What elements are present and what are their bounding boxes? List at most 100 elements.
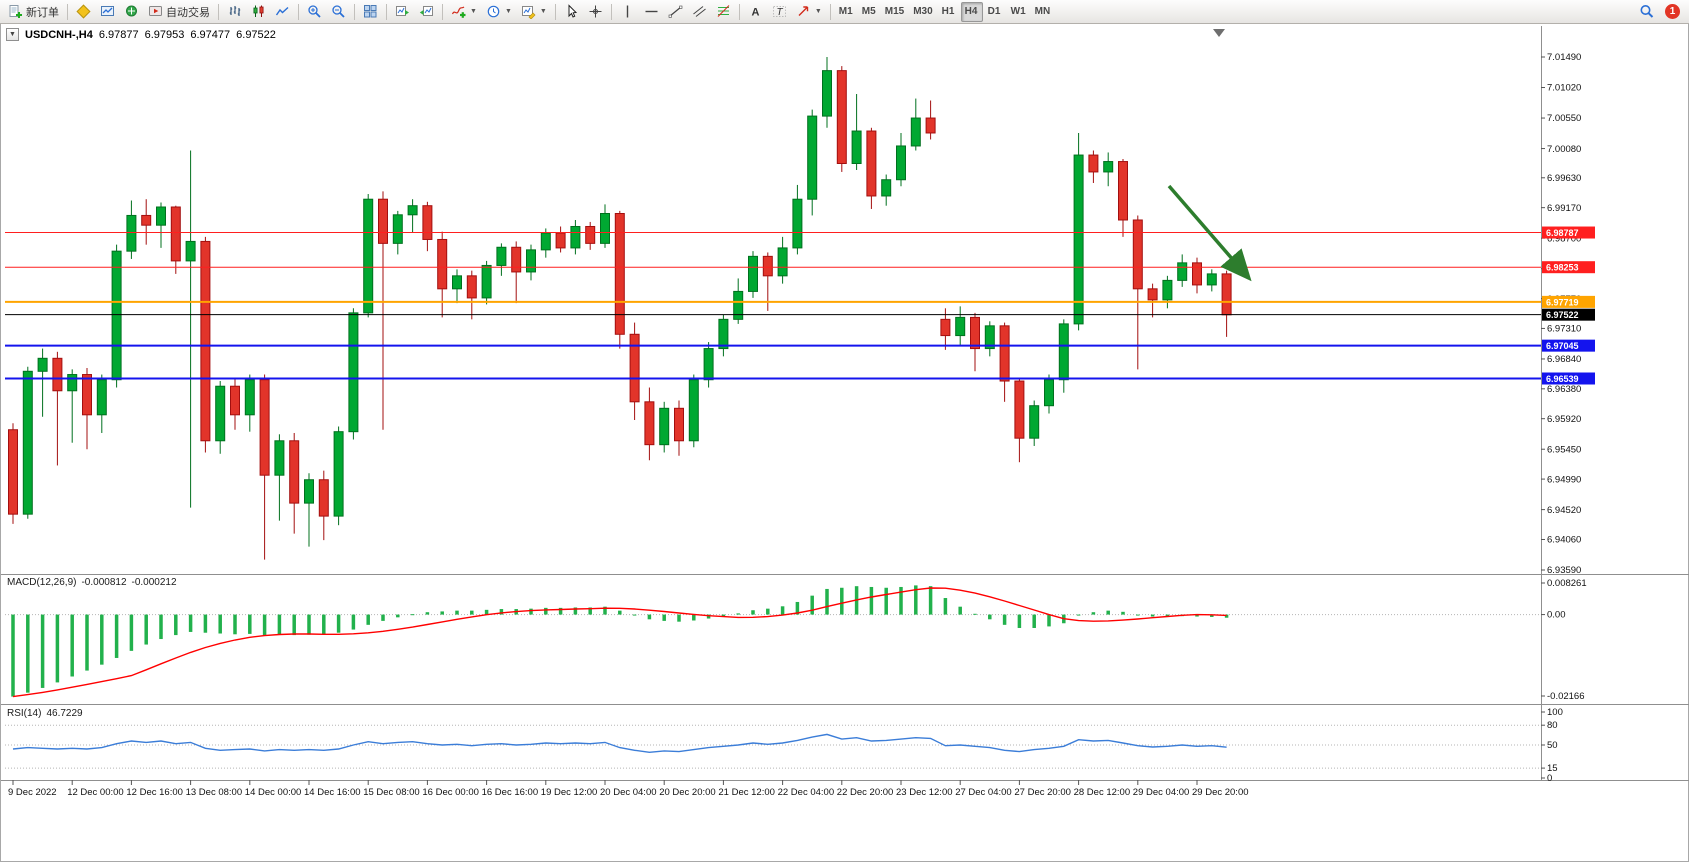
candle-body: [1103, 161, 1114, 173]
candlestick-chart-button[interactable]: [247, 2, 270, 22]
zoom-in-button[interactable]: [303, 2, 326, 22]
candle-body: [37, 357, 48, 372]
macd-histogram-bar: [544, 607, 548, 615]
periods-button[interactable]: ▼: [482, 2, 516, 22]
candle-body: [659, 407, 670, 446]
macd-histogram-bar: [455, 610, 459, 615]
candle-body: [1206, 273, 1217, 286]
svg-text:A: A: [751, 7, 759, 19]
hline-price-badge-text: 6.97045: [1546, 341, 1579, 351]
new-order-button[interactable]: 新订单: [4, 2, 63, 22]
macd-histogram-bar: [1210, 614, 1214, 617]
candle-body: [511, 246, 522, 273]
candle-body: [378, 198, 388, 244]
notification-badge[interactable]: 1: [1665, 4, 1680, 19]
bar-chart-button[interactable]: [223, 2, 246, 22]
market-watch-button[interactable]: [96, 2, 119, 22]
chart-shift-button[interactable]: [415, 2, 438, 22]
macd-histogram-bar: [85, 614, 89, 671]
horizontal-lines: [5, 232, 1541, 380]
macd-pane: [5, 585, 1541, 698]
navigator-button[interactable]: [120, 2, 143, 22]
autotrading-button[interactable]: 自动交易: [144, 2, 214, 22]
tf-m15-button[interactable]: M15: [881, 2, 908, 22]
candle-body: [866, 130, 877, 197]
macd-histogram-bar: [351, 614, 356, 630]
macd-histogram-bar: [1002, 614, 1007, 625]
tf-d1-button[interactable]: D1: [984, 2, 1006, 22]
chart-plot[interactable]: 7.01490 7.01020 7.00550 7.00080 6.99630 6.991…: [1, 24, 1689, 862]
templates-button[interactable]: ▼: [517, 2, 551, 22]
macd-histogram-bar: [55, 614, 60, 683]
macd-histogram-bar: [825, 588, 829, 615]
candle-body: [733, 290, 744, 320]
time-tick-label: 22 Dec 04:00: [778, 787, 835, 798]
trend-arrow-object[interactable]: [1167, 184, 1252, 282]
macd-name: MACD(12,26,9): [7, 577, 77, 588]
indicators-button[interactable]: ▼: [447, 2, 481, 22]
tf-h1-button[interactable]: H1: [938, 2, 960, 22]
template-icon: [521, 4, 536, 19]
candle-body: [896, 145, 906, 181]
dropdown-arrow-icon[interactable]: ▼: [539, 8, 547, 15]
macd-histogram-bar: [840, 587, 844, 615]
macd-histogram-bar: [1032, 614, 1036, 628]
candle-body: [614, 212, 625, 335]
arrows-button[interactable]: ▼: [792, 2, 826, 22]
time-tick-label: 29 Dec 04:00: [1133, 787, 1190, 798]
dropdown-arrow-icon[interactable]: ▼: [470, 8, 477, 15]
rsi-line: [12, 733, 1227, 754]
cursor-button[interactable]: [560, 2, 583, 22]
candle-body: [452, 275, 462, 290]
macd-histogram-bar: [277, 614, 282, 635]
crosshair-button[interactable]: [584, 2, 607, 22]
dropdown-arrow-icon[interactable]: ▼: [814, 8, 822, 15]
rsi-axis[interactable]: 100 80 50 150: [1541, 707, 1563, 784]
tf-m5-button[interactable]: M5: [858, 2, 880, 22]
time-tick-label: 13 Dec 08:00: [186, 787, 243, 798]
rsi-tick-label: 50: [1547, 740, 1558, 751]
metaeditor-button[interactable]: [72, 2, 95, 22]
rsi-name: RSI(14): [7, 708, 42, 719]
time-axis[interactable]: 9 Dec 2022 12 Dec 00:00 12 Dec 16:00 13 Dec…: [8, 780, 1249, 798]
vertical-line-button[interactable]: [616, 2, 639, 22]
tf-m1-button[interactable]: M1: [835, 2, 857, 22]
hline-price-badge-text: 6.98253: [1546, 263, 1579, 273]
horizontal-line-button[interactable]: [640, 2, 663, 22]
tf-m30-button[interactable]: M30: [909, 2, 936, 22]
time-tick-label: 23 Dec 12:00: [896, 787, 953, 798]
tf-mn-button[interactable]: MN: [1031, 2, 1055, 22]
auto-scroll-button[interactable]: [391, 2, 414, 22]
line-chart-button[interactable]: [271, 2, 294, 22]
dropdown-arrow-icon[interactable]: ▼: [504, 8, 512, 15]
price-tick-label: 6.98700: [1547, 233, 1581, 244]
equidistant-channel-button[interactable]: [688, 2, 711, 22]
tf-h4-button[interactable]: H4: [960, 1, 983, 22]
symbol-dropdown-icon[interactable]: ▼: [6, 28, 19, 41]
time-tick-label: 29 Dec 20:00: [1192, 787, 1249, 798]
toolbar-separator: [829, 3, 831, 20]
chart-title-bar: ▼ USDCNH-,H4 6.97877 6.97953 6.97477 6.9…: [6, 28, 276, 41]
time-tick-label: 9 Dec 2022: [8, 787, 57, 798]
tf-w1-button[interactable]: W1: [1007, 2, 1030, 22]
chart-window[interactable]: 7.01490 7.01020 7.00550 7.00080 6.99630 6.991…: [0, 24, 1689, 862]
macd-histogram-bar: [248, 614, 252, 634]
macd-histogram-bar: [588, 607, 592, 615]
trendline-button[interactable]: [664, 2, 687, 22]
macd-histogram-bar: [1121, 611, 1125, 615]
search-button[interactable]: [1635, 2, 1658, 22]
time-tick-label: 14 Dec 16:00: [304, 787, 361, 798]
macd-histogram-bar: [484, 609, 489, 615]
chart-shift-marker-icon[interactable]: [1213, 29, 1225, 37]
zoom-out-button[interactable]: [327, 2, 350, 22]
candle-body: [200, 240, 211, 442]
tile-windows-button[interactable]: [359, 2, 382, 22]
price-axis[interactable]: 7.01490 7.01020 7.00550 7.00080 6.99630 6.991…: [1541, 52, 1581, 576]
candle-body: [925, 117, 936, 134]
fibonacci-button[interactable]: [712, 2, 735, 22]
label-button[interactable]: T: [768, 2, 791, 22]
macd-axis[interactable]: 0.008261 0.00 -0.02166: [1541, 578, 1587, 702]
text-button[interactable]: A: [744, 2, 767, 22]
candle-body: [274, 440, 285, 476]
time-tick-label: 12 Dec 00:00: [67, 787, 124, 798]
